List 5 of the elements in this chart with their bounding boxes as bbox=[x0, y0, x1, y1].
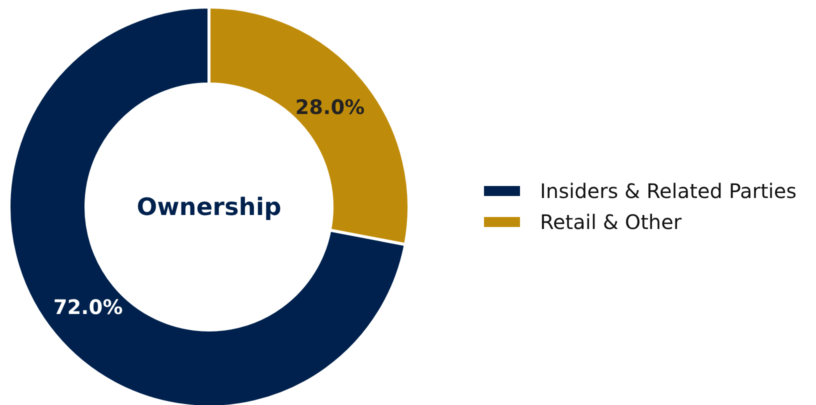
legend-label: Insiders & Related Parties bbox=[540, 179, 797, 203]
text: Ownership bbox=[136, 193, 282, 221]
legend-label: Retail & Other bbox=[540, 210, 682, 234]
data-label: 72.0% bbox=[53, 295, 123, 320]
data-label: 28.0% bbox=[295, 94, 365, 119]
